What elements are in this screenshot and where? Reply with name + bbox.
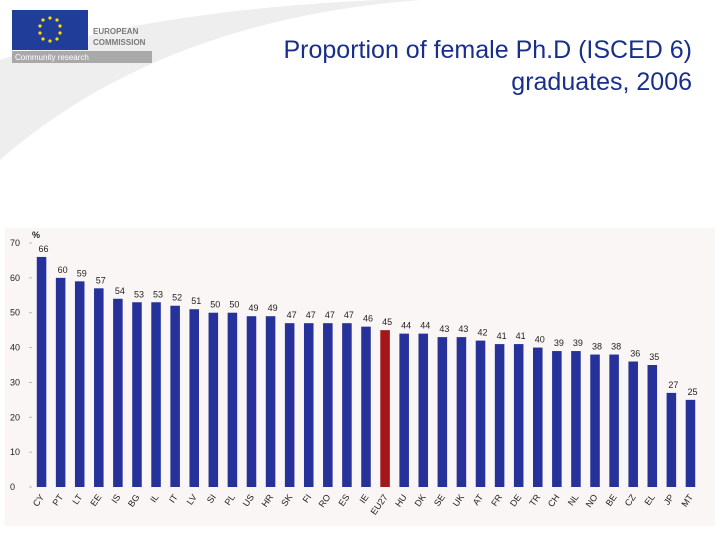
value-label: 44 [420, 321, 430, 331]
value-label: 49 [248, 303, 258, 313]
value-label: 47 [325, 310, 335, 320]
y-tick-label: 0 [10, 482, 15, 492]
value-label: 50 [229, 300, 239, 310]
value-label: 41 [497, 331, 507, 341]
value-label: 39 [573, 338, 583, 348]
y-tick-label: 10 [10, 447, 20, 457]
bar [571, 351, 581, 487]
value-label: 42 [478, 328, 488, 338]
value-label: 45 [382, 317, 392, 327]
logo-stars [38, 16, 62, 43]
bar [227, 312, 238, 487]
value-label: 57 [96, 275, 106, 285]
bar [151, 302, 161, 487]
value-label: 39 [554, 338, 564, 348]
bar [590, 354, 600, 487]
value-label: 38 [592, 342, 602, 352]
value-label: 59 [77, 268, 87, 278]
y-tick-label: 70 [10, 238, 20, 248]
chart-title: Proportion of female Ph.D (ISCED 6) grad… [283, 36, 693, 96]
value-label: 49 [268, 303, 278, 313]
value-label: 53 [153, 289, 163, 299]
value-label: 43 [439, 324, 449, 334]
bar [36, 256, 47, 487]
value-label: 25 [687, 387, 697, 397]
value-label: 50 [210, 300, 220, 310]
bar [94, 288, 104, 487]
value-label: 52 [172, 293, 182, 303]
value-label: 51 [191, 296, 201, 306]
bar [552, 351, 562, 487]
bar [246, 316, 257, 487]
bar [494, 344, 505, 487]
bar [342, 323, 352, 487]
logo-line2: COMMISSION [93, 38, 146, 47]
bar [74, 281, 85, 487]
value-label: 66 [39, 244, 49, 254]
decoration [0, 0, 420, 160]
value-label: 35 [649, 352, 659, 362]
y-tick-label: 60 [10, 273, 20, 283]
bar [170, 305, 180, 487]
bar [647, 365, 658, 487]
y-tick-label: 50 [10, 308, 20, 318]
value-label: 54 [115, 286, 125, 296]
value-label: 40 [535, 335, 545, 345]
y-axis-label: % [32, 230, 40, 240]
bar [303, 323, 314, 487]
value-label: 47 [344, 310, 354, 320]
bar [418, 333, 429, 487]
bar [533, 347, 543, 487]
logo-flag [12, 10, 88, 50]
logo-tagline: Community research [15, 53, 89, 62]
bar [132, 302, 142, 487]
bar [399, 333, 409, 487]
value-label: 27 [668, 380, 678, 390]
logo-line1: EUROPEAN [93, 27, 139, 36]
bar [513, 344, 524, 487]
bar [189, 309, 199, 487]
logo-bar [12, 51, 152, 63]
value-label: 38 [611, 342, 621, 352]
y-tick-label: 40 [10, 343, 20, 353]
value-label: 43 [458, 324, 468, 334]
y-tick-label: 20 [10, 412, 20, 422]
bar [55, 277, 66, 487]
x-tick-label: IL [148, 492, 161, 504]
x-tick-label: LV [185, 492, 199, 506]
bar [685, 399, 696, 487]
chart-panel [5, 228, 715, 526]
value-label: 36 [630, 349, 640, 359]
bar [609, 354, 619, 487]
value-label: 47 [306, 310, 316, 320]
value-label: 41 [516, 331, 526, 341]
bar [208, 312, 219, 487]
bar [475, 340, 486, 487]
bar [628, 361, 638, 487]
bar [456, 337, 467, 487]
value-label: 53 [134, 289, 144, 299]
x-tick-label: JP [662, 492, 676, 506]
value-label: 47 [287, 310, 297, 320]
value-label: 44 [401, 321, 411, 331]
bar [265, 316, 276, 487]
value-label: 60 [58, 265, 68, 275]
y-tick-label: 30 [10, 377, 20, 387]
bar [666, 392, 677, 487]
bar [323, 323, 333, 487]
bar [361, 326, 371, 487]
bar [437, 337, 448, 487]
bar [380, 330, 390, 487]
bar [284, 323, 295, 487]
value-label: 46 [363, 314, 373, 324]
bar [113, 298, 123, 487]
